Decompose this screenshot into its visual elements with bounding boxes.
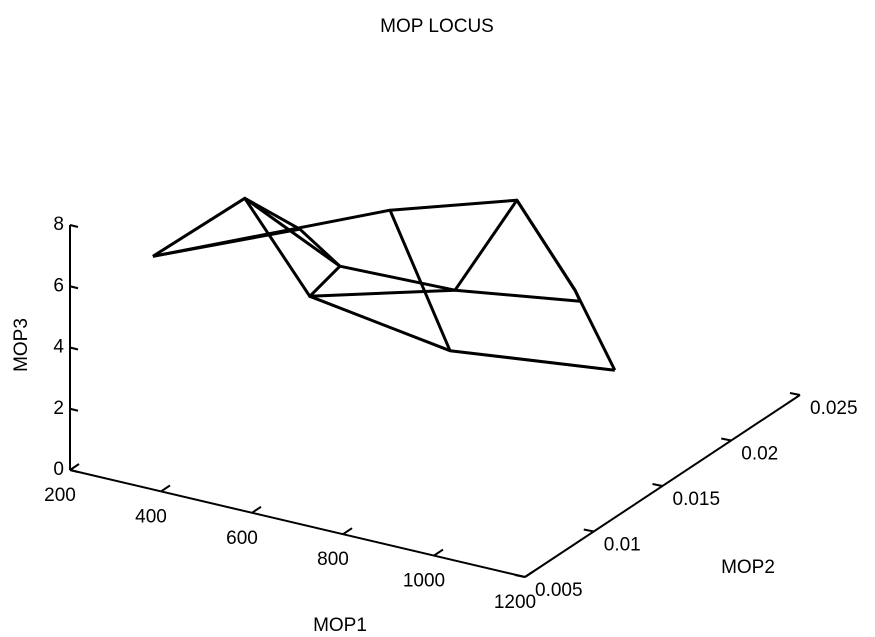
x-axis-label: MOP1: [313, 615, 367, 636]
z-tick-label: 0: [53, 459, 64, 480]
x-tick: [433, 548, 444, 557]
z-tick-label: 2: [53, 398, 64, 419]
x-tick: [251, 505, 262, 514]
z-tick-label: 6: [53, 275, 64, 296]
chart-title: MOP LOCUS: [380, 16, 494, 37]
x-tick: [524, 570, 535, 578]
x-tick-label: 1000: [403, 571, 445, 592]
wire-line: [152, 196, 582, 302]
y-tick-label: 0.005: [535, 580, 583, 601]
y-tick: [583, 528, 594, 533]
y-tick: [514, 574, 526, 578]
z-tick: [69, 346, 79, 351]
x-tick: [342, 527, 353, 536]
z-tick: [69, 407, 79, 412]
y-tick-label: 0.025: [810, 398, 858, 419]
y-tick-label: 0.02: [741, 444, 778, 465]
x-tick-label: 600: [226, 528, 258, 549]
z-tick: [69, 469, 79, 473]
wire-line: [298, 228, 581, 303]
x-tick: [160, 484, 171, 493]
wire-line: [152, 196, 451, 353]
y-tick-label: 0.01: [604, 535, 641, 556]
x-tick-label: 200: [44, 485, 76, 506]
y-tick: [789, 392, 801, 396]
wire-line: [152, 208, 615, 372]
y-tick: [721, 437, 732, 442]
x-tick-label: 800: [317, 549, 349, 570]
z-tick: [69, 285, 79, 290]
z-tick-label: 8: [53, 214, 64, 235]
y-tick-label: 0.015: [673, 489, 721, 510]
x-tick: [69, 463, 80, 471]
x-tick-label: 1200: [494, 592, 536, 613]
y-axis-label: MOP2: [721, 557, 775, 578]
z-tick-label: 4: [53, 337, 64, 358]
y-tick: [652, 483, 663, 487]
z-tick: [69, 224, 79, 228]
x-tick-label: 400: [135, 506, 167, 527]
z-axis-label: MOP3: [11, 318, 32, 372]
x-axis: [69, 469, 526, 578]
